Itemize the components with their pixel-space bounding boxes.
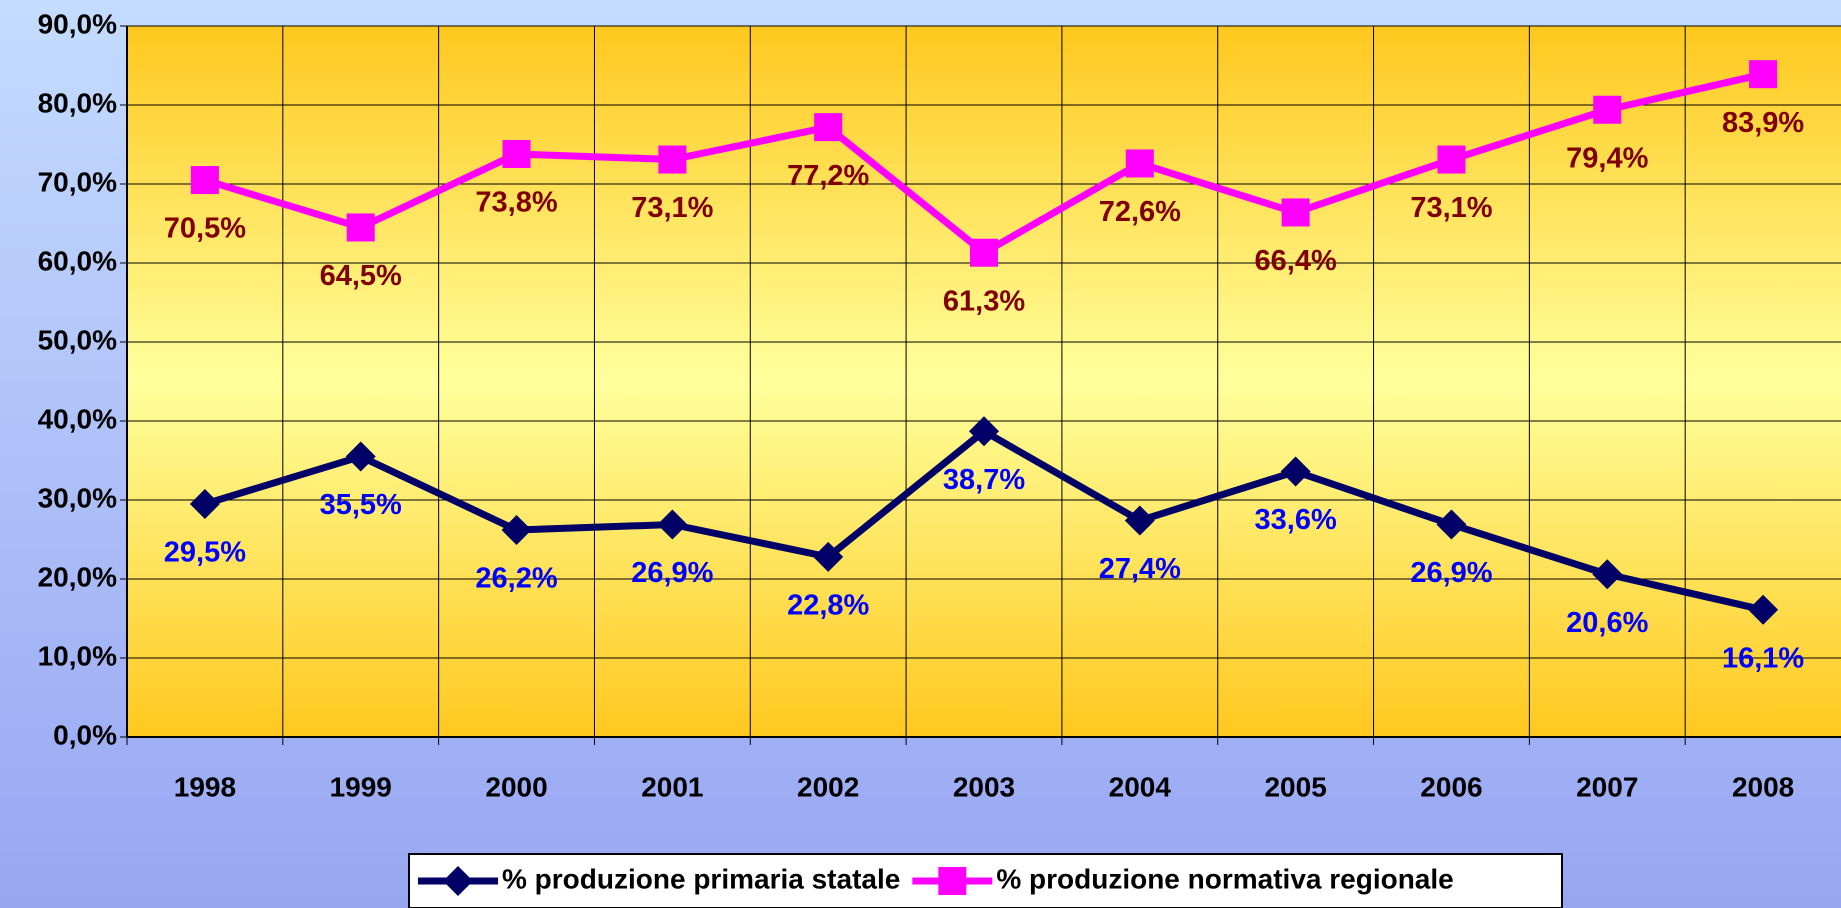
data-label: 22,8% [787,590,869,622]
data-point [346,213,375,242]
data-point [502,139,531,168]
x-tick-label: 2003 [953,771,1015,802]
data-point [813,541,844,572]
data-label: 26,9% [631,557,713,589]
data-label: 27,4% [1099,553,1181,585]
data-point [970,238,998,267]
y-tick-label: 70,0% [38,166,117,197]
data-point [1748,594,1779,625]
data-label: 20,6% [1566,607,1648,639]
y-tick-label: 0,0% [53,719,117,750]
legend: % produzione primaria statale % produzion… [408,853,1563,908]
data-label: 73,8% [475,187,557,219]
y-tick-label: 30,0% [38,482,117,513]
data-label: 66,4% [1255,245,1337,277]
data-point [1592,559,1623,590]
plot-area [127,26,1841,737]
data-label: 73,1% [1410,192,1492,224]
data-point [501,515,532,546]
data-label: 83,9% [1722,107,1804,139]
data-point [345,441,376,472]
x-tick-label: 2002 [797,771,859,802]
data-point [1125,149,1154,178]
data-label: 70,5% [164,213,246,245]
data-point [1280,456,1311,487]
data-point [1436,509,1467,540]
data-label: 79,4% [1566,142,1648,174]
x-tick-label: 2005 [1264,771,1326,802]
data-label: 73,1% [631,192,713,224]
x-tick-label: 2006 [1420,771,1482,802]
data-label: 33,6% [1255,504,1337,536]
data-label: 35,5% [320,489,402,521]
data-point [1593,95,1622,124]
data-point [189,488,220,519]
data-point [814,113,843,142]
data-point [1124,505,1155,536]
y-tick-label: 40,0% [38,403,117,434]
data-label: 64,5% [320,260,402,292]
data-label: 26,2% [475,563,557,595]
x-tick-label: 2008 [1732,771,1794,802]
y-tick-label: 20,0% [38,561,117,592]
x-tick-label: 2007 [1576,771,1638,802]
data-point [190,166,219,195]
y-tick-label: 50,0% [38,324,117,355]
data-point [1749,60,1778,89]
data-point [969,416,999,447]
x-tick-label: 1999 [330,771,392,802]
data-label: 72,6% [1099,196,1181,228]
data-label: 16,1% [1722,642,1804,674]
x-tick-label: 2001 [641,771,703,802]
x-tick-label: 1998 [174,771,236,802]
data-label: 38,7% [943,464,1025,496]
y-tick-label: 60,0% [38,245,117,276]
data-label: 29,5% [164,537,246,569]
data-point [657,509,688,540]
data-point [658,145,687,174]
data-label: 26,9% [1410,557,1492,589]
legend-marker [443,866,473,896]
x-tick-label: 2004 [1109,771,1172,802]
y-tick-label: 80,0% [38,87,117,118]
legend-marker [938,867,967,895]
y-tick-label: 10,0% [38,640,117,671]
x-tick-label: 2000 [485,771,547,802]
data-point [1281,198,1310,227]
data-point [1437,145,1466,174]
legend-label: % produzione primaria statale [502,863,900,894]
data-label: 77,2% [787,160,869,192]
y-tick-label: 90,0% [38,8,117,39]
legend-label: % produzione normativa regionale [996,863,1453,894]
data-label: 61,3% [943,285,1025,317]
